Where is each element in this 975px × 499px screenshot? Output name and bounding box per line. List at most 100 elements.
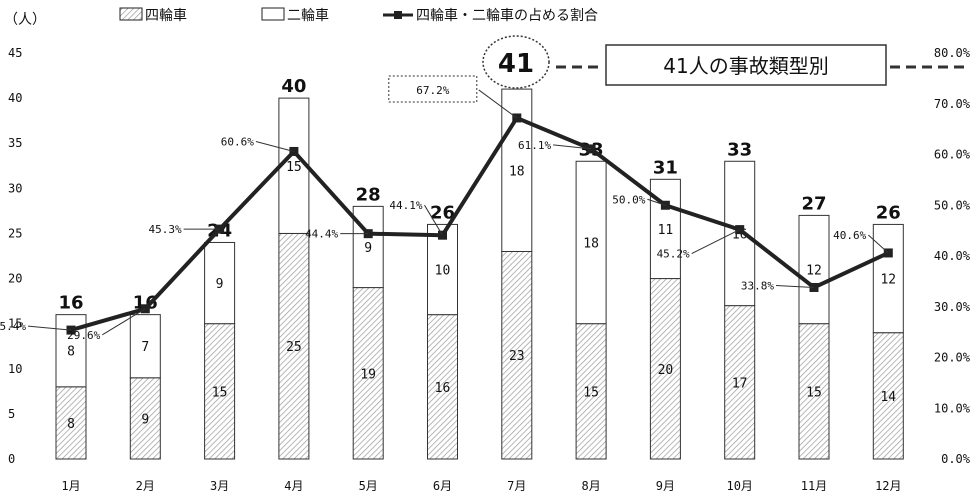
bar-segment-four-wheel <box>129 377 161 460</box>
data-label-four-wheel: 17 <box>732 376 748 391</box>
legend-swatch-four-wheel <box>119 7 143 21</box>
y-right-tick-label: 60.0% <box>934 148 971 162</box>
ratio-label-leader <box>647 198 666 206</box>
ratio-data-label: 33.8% <box>741 279 774 292</box>
data-label-two-wheel: 12 <box>880 273 896 288</box>
x-tick-label: 4月 <box>284 479 303 493</box>
y-left-axis: 0 5 10 15 20 25 30 35 40 45 <box>8 46 22 466</box>
callout-annotation: 41 41人の事故類型別 <box>482 35 970 89</box>
bar-segment-two-wheel <box>129 314 161 379</box>
y-right-tick-label: 50.0% <box>934 198 971 212</box>
data-label-total: 16 <box>133 293 158 314</box>
data-label-two-wheel: 8 <box>67 345 75 360</box>
bar-segment-two-wheel <box>575 160 607 325</box>
data-label-total: 26 <box>430 202 455 223</box>
data-label-total: 31 <box>653 157 678 178</box>
ratio-point <box>883 248 893 258</box>
ratio-line-path <box>70 115 890 333</box>
data-label-two-wheel: 9 <box>216 277 224 292</box>
y-left-tick-label: 15 <box>8 317 22 331</box>
ratio-data-label: 50.0% <box>612 193 645 206</box>
data-label-total: 26 <box>876 202 901 223</box>
legend-swatch-two-wheel <box>261 7 285 21</box>
data-label-total: 27 <box>801 193 826 214</box>
ratio-label-leader <box>553 144 592 150</box>
x-tick-label: 8月 <box>581 479 600 493</box>
ratio-data-label: 67.2% <box>416 84 449 97</box>
callout-box <box>605 44 887 86</box>
ratio-label-leader <box>867 234 889 254</box>
x-tick-label: 1月 <box>61 479 80 493</box>
data-label-four-wheel: 15 <box>583 385 599 400</box>
data-label-total: 28 <box>356 184 381 205</box>
y-left-tick-label: 5 <box>8 407 15 421</box>
bar-segment-four-wheel <box>649 278 681 460</box>
ratio-data-label: 45.3% <box>148 223 181 236</box>
data-label-two-wheel: 9 <box>364 241 372 256</box>
bar-segment-two-wheel <box>798 214 830 325</box>
y-left-tick-label: 25 <box>8 226 22 240</box>
data-label-two-wheel: 18 <box>509 164 525 179</box>
ratio-data-label: 60.6% <box>221 135 254 148</box>
y-left-tick-label: 30 <box>8 181 22 195</box>
x-tick-label: 12月 <box>875 479 901 493</box>
ratio-data-label: 44.4% <box>305 228 338 241</box>
y-left-tick-label: 35 <box>8 136 22 150</box>
y-left-tick-label: 0 <box>8 452 15 466</box>
data-label-four-wheel: 25 <box>286 340 302 355</box>
bar-segment-four-wheel <box>872 332 904 460</box>
bar-segment-four-wheel <box>204 323 236 460</box>
ratio-data-label: 45.2% <box>657 248 690 261</box>
ratio-label-leader <box>691 229 740 255</box>
bar-segment-four-wheel <box>55 386 87 460</box>
data-label-total: 40 <box>281 76 306 97</box>
callout-value: 41 <box>498 49 534 79</box>
y-right-tick-label: 10.0% <box>934 401 971 415</box>
ratio-data-label: 61.1% <box>518 139 551 152</box>
data-label-two-wheel: 11 <box>658 223 674 238</box>
data-label-four-wheel: 16 <box>435 381 451 396</box>
y-right-tick-label: 80.0% <box>934 46 971 60</box>
callout-ellipse <box>482 35 550 89</box>
callout-text: 41人の事故類型別 <box>663 54 828 78</box>
y-right-tick-label: 30.0% <box>934 300 971 314</box>
ratio-label-leader <box>424 204 443 236</box>
legend-label-four-wheel: 四輪車 <box>145 7 187 24</box>
bar-segment-four-wheel <box>427 314 458 460</box>
y-right-tick-label: 70.0% <box>934 97 971 111</box>
bar-segment-four-wheel <box>352 287 384 460</box>
data-label-four-wheel: 14 <box>880 390 896 405</box>
bar-segment-four-wheel <box>724 305 756 460</box>
ratio-line: 25.4% 29.6% 45.3% 60.6% 44.4% 44.1% 67.2% 61.1%… <box>0 75 893 342</box>
ratio-label-leader <box>102 308 146 336</box>
data-label-two-wheel: 12 <box>806 264 822 279</box>
x-axis-labels: 1月 2月 3月 4月 5月 6月 7月 8月 9月 10月 11月 12月 <box>61 479 901 493</box>
ratio-label-box <box>388 75 478 103</box>
x-tick-label: 2月 <box>136 479 155 493</box>
legend-label-ratio: 四輪車・二輪車の占める割合 <box>416 7 598 24</box>
data-label-two-wheel: 18 <box>583 236 599 251</box>
x-tick-label: 11月 <box>801 479 827 493</box>
y-left-tick-label: 10 <box>8 362 22 376</box>
data-label-four-wheel: 15 <box>212 385 228 400</box>
x-tick-label: 5月 <box>359 479 378 493</box>
ratio-data-label: 40.6% <box>833 229 866 242</box>
x-tick-label: 6月 <box>433 479 452 493</box>
y-left-unit-label: （人） <box>4 12 46 28</box>
data-label-four-wheel: 23 <box>509 349 525 364</box>
data-label-four-wheel: 9 <box>141 412 149 427</box>
y-right-tick-label: 40.0% <box>934 249 971 263</box>
data-label-total: 16 <box>58 293 83 314</box>
ratio-data-label: 25.4% <box>0 320 26 333</box>
ratio-label-leader <box>478 89 518 119</box>
data-label-two-wheel: 15 <box>286 160 302 175</box>
bar-segment-two-wheel <box>204 241 236 325</box>
bar-segment-four-wheel <box>278 232 310 460</box>
y-left-tick-label: 45 <box>8 46 22 60</box>
data-label-total: 33 <box>727 139 752 160</box>
data-label-four-wheel: 19 <box>360 367 376 382</box>
ratio-label-leader <box>27 325 72 331</box>
y-left-tick-label: 40 <box>8 91 22 105</box>
bar-segment-two-wheel <box>278 97 310 234</box>
